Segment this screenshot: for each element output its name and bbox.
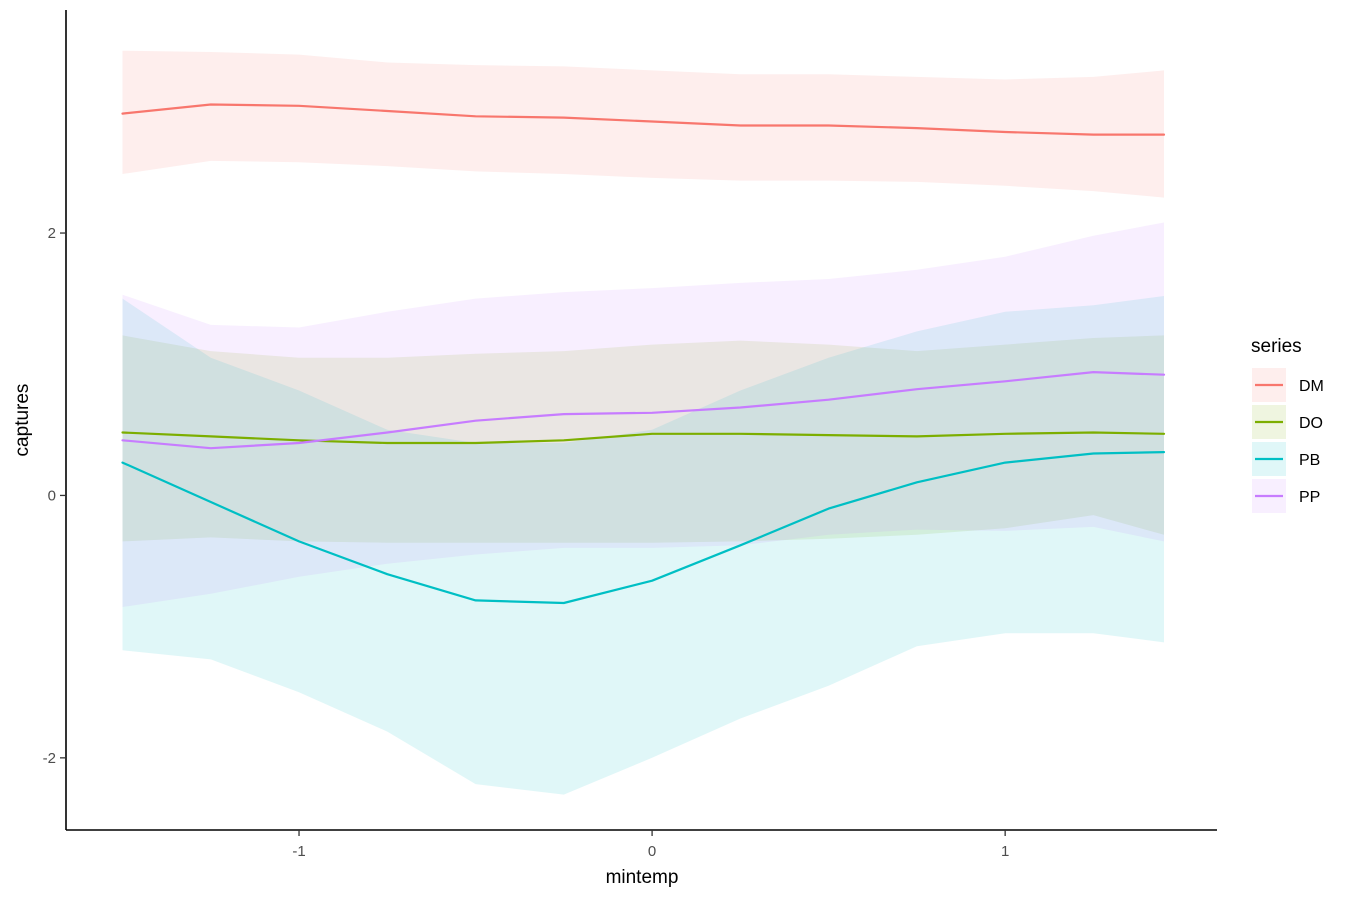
legend-title: series bbox=[1251, 336, 1302, 357]
series-lines bbox=[121, 103, 1166, 605]
legend-item-dm: DM bbox=[1252, 368, 1324, 402]
legend-label: DO bbox=[1299, 415, 1323, 432]
x-axis-title: mintemp bbox=[606, 867, 679, 888]
legend-label: DM bbox=[1299, 378, 1324, 395]
ribbon-pp bbox=[122, 222, 1164, 607]
legend-item-pp: PP bbox=[1252, 479, 1320, 513]
line-do bbox=[121, 431, 1166, 445]
y-ticks: -2 0 2 bbox=[43, 225, 66, 767]
line-dm bbox=[121, 103, 1166, 136]
legend: series DM DO PB PP bbox=[1251, 336, 1324, 513]
line-pb bbox=[121, 451, 1166, 605]
legend-item-do: DO bbox=[1252, 405, 1323, 439]
ribbon-dm bbox=[122, 50, 1164, 198]
ribbon-do bbox=[122, 335, 1164, 543]
x-tick-label: 0 bbox=[648, 843, 656, 860]
line-pp bbox=[121, 371, 1166, 450]
x-tick-label: 1 bbox=[1001, 843, 1009, 860]
legend-label: PP bbox=[1299, 489, 1320, 506]
y-tick-label: 0 bbox=[48, 487, 56, 504]
x-ticks: -1 0 1 bbox=[292, 830, 1009, 860]
confidence-ribbons bbox=[122, 50, 1164, 795]
y-tick-label: 2 bbox=[48, 225, 56, 242]
ribbon-pb bbox=[122, 296, 1164, 795]
legend-label: PB bbox=[1299, 452, 1320, 469]
x-tick-label: -1 bbox=[292, 843, 305, 860]
legend-item-pb: PB bbox=[1252, 442, 1320, 476]
y-axis-title: captures bbox=[12, 384, 33, 457]
legend-items: DM DO PB PP bbox=[1252, 368, 1324, 513]
y-tick-label: -2 bbox=[43, 750, 56, 767]
